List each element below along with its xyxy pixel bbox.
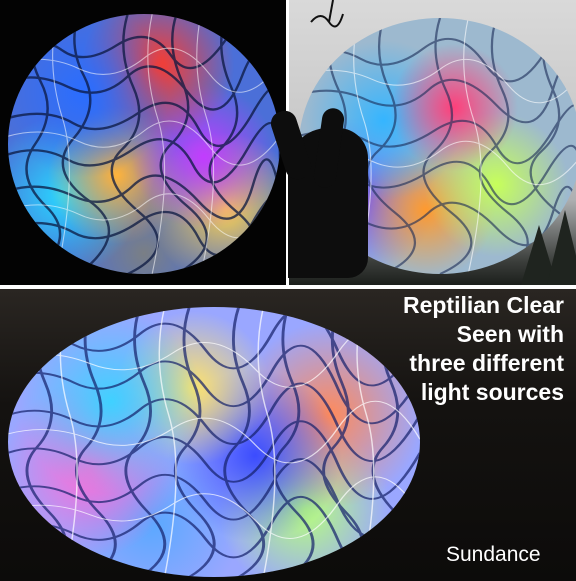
caption-line: Reptilian Clear: [402, 292, 564, 318]
hanging-wire: [310, 0, 344, 28]
credit-label: Sundance: [446, 543, 541, 566]
photo-top-left: [0, 0, 286, 285]
photo-bottom: Reptilian Clear Seen with three differen…: [0, 289, 576, 581]
caption-text: Reptilian Clear Seen with three differen…: [403, 291, 564, 407]
glass-disc-image: [8, 14, 280, 274]
caption-line: three different: [409, 350, 564, 376]
glass-disc-image: [8, 307, 420, 577]
caption-line: Seen with: [456, 321, 564, 347]
caption-line: light sources: [420, 379, 564, 405]
hand-silhouette: [288, 128, 368, 278]
reptilian-crackle-pattern: [8, 14, 280, 274]
tree-silhouette: [547, 210, 576, 285]
reptilian-crackle-pattern: [8, 307, 420, 577]
